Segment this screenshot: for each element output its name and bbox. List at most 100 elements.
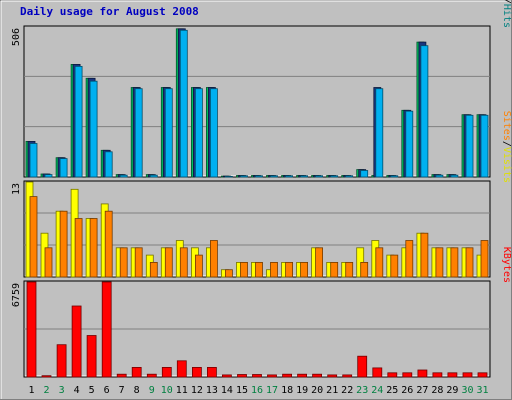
bar-pages-day-28 — [435, 174, 444, 178]
bar-kbytes-day-6 — [101, 281, 112, 378]
bar-pages-day-4 — [74, 66, 83, 178]
bar-pages-day-31 — [480, 114, 489, 178]
x-tick-label: 15 — [236, 385, 248, 396]
bar-sites-day-1 — [29, 196, 38, 278]
x-tick-label: 16 — [251, 385, 263, 396]
x-tick-label: 6 — [104, 385, 110, 396]
legend-entry: Sites — [501, 111, 512, 141]
bar-kbytes-day-25 — [387, 372, 398, 378]
panel-legend: Pages/Files/Hits — [501, 0, 512, 28]
bar-pages-day-22 — [345, 175, 354, 178]
x-tick-label: 25 — [386, 385, 398, 396]
legend-entry: Visits — [501, 147, 512, 183]
bar-sites-day-29 — [450, 247, 459, 278]
bar-sites-day-23 — [360, 261, 369, 278]
x-tick-label: 31 — [476, 385, 488, 396]
y-max-label: 13 — [11, 183, 22, 195]
bar-pages-day-26 — [405, 110, 414, 178]
bar-sites-day-6 — [104, 210, 113, 278]
legend-entry: KBytes — [501, 247, 512, 283]
bar-kbytes-day-10 — [161, 366, 172, 378]
bar-sites-day-2 — [44, 247, 53, 278]
legend-entry: / — [501, 0, 512, 4]
x-tick-label: 7 — [119, 385, 125, 396]
bar-sites-day-9 — [149, 261, 158, 278]
x-tick-label: 18 — [281, 385, 293, 396]
y-max-label: 6759 — [11, 283, 22, 307]
bar-pages-day-16 — [255, 175, 263, 178]
bar-sites-day-15 — [240, 261, 248, 278]
chart-panels: 506Pages/Files/Hits13Sites/Visits6759KBy… — [11, 0, 512, 378]
bar-pages-day-10 — [164, 88, 173, 178]
bar-sites-day-17 — [270, 261, 278, 278]
bar-kbytes-day-19 — [297, 373, 308, 378]
bar-kbytes-day-20 — [312, 373, 323, 378]
bar-pages-day-9 — [149, 174, 158, 178]
x-tick-label: 10 — [161, 385, 173, 396]
bar-sites-day-16 — [255, 261, 263, 278]
bar-kbytes-day-18 — [282, 373, 293, 378]
panel-legend: Sites/Visits — [501, 111, 512, 183]
bar-kbytes-day-23 — [357, 355, 368, 378]
x-tick-label: 29 — [446, 385, 458, 396]
bar-pages-day-7 — [119, 174, 128, 178]
x-tick-label: 2 — [43, 385, 49, 396]
bar-pages-day-12 — [194, 88, 203, 178]
bar-pages-day-14 — [224, 175, 233, 178]
bar-pages-day-21 — [330, 175, 339, 178]
bar-sites-day-5 — [89, 218, 98, 278]
bar-sites-day-14 — [224, 269, 233, 278]
bar-kbytes-day-14 — [221, 374, 232, 378]
bar-kbytes-day-4 — [71, 305, 82, 378]
bar-sites-day-8 — [134, 247, 143, 278]
panel-visits: 13 Sites/Visits — [11, 111, 512, 278]
chart-title: Daily usage for August 2008 — [20, 5, 199, 18]
y-max-label: 506 — [11, 28, 22, 46]
bar-kbytes-day-29 — [447, 372, 458, 378]
bar-kbytes-day-5 — [86, 335, 97, 378]
bar-pages-day-11 — [179, 29, 188, 178]
x-tick-label: 5 — [89, 385, 95, 396]
bar-sites-day-4 — [74, 218, 83, 278]
x-tick-label: 20 — [311, 385, 323, 396]
bar-pages-day-8 — [134, 88, 143, 178]
bar-pages-day-3 — [59, 158, 68, 178]
x-tick-label: 30 — [461, 385, 473, 396]
bar-sites-day-28 — [435, 247, 444, 278]
x-tick-label: 9 — [149, 385, 155, 396]
x-tick-label: 14 — [221, 385, 233, 396]
bar-pages-day-30 — [465, 114, 474, 178]
bar-kbytes-day-27 — [417, 369, 428, 378]
bar-pages-day-6 — [104, 151, 113, 178]
bar-kbytes-day-16 — [252, 374, 262, 378]
bar-pages-day-15 — [240, 175, 248, 178]
x-tick-label: 23 — [356, 385, 368, 396]
legend-entry: Hits — [501, 4, 512, 28]
legend-entry: / — [501, 141, 512, 147]
bar-sites-day-13 — [209, 240, 218, 278]
bar-kbytes-day-22 — [342, 374, 353, 378]
bar-sites-day-20 — [315, 247, 324, 278]
bar-kbytes-day-7 — [116, 373, 127, 378]
bar-kbytes-day-30 — [462, 372, 473, 378]
bar-sites-day-11 — [179, 247, 188, 278]
bar-pages-day-5 — [89, 80, 98, 178]
bar-pages-day-20 — [315, 175, 324, 178]
bar-pages-day-2 — [44, 174, 53, 178]
x-tick-label: 11 — [176, 385, 188, 396]
bar-pages-day-19 — [300, 175, 309, 178]
bar-sites-day-26 — [405, 240, 414, 278]
bar-sites-day-24 — [375, 247, 384, 278]
bar-sites-day-21 — [330, 261, 339, 278]
x-tick-label: 13 — [206, 385, 218, 396]
bar-pages-day-13 — [209, 88, 218, 178]
bar-kbytes-day-8 — [131, 366, 142, 378]
panel-kbytes: 6759 KBytes — [11, 247, 512, 378]
bar-sites-day-25 — [390, 254, 399, 278]
bar-sites-day-19 — [300, 261, 309, 278]
bar-kbytes-day-21 — [327, 374, 338, 378]
x-tick-label: 1 — [28, 385, 34, 396]
bar-kbytes-day-13 — [206, 366, 217, 378]
x-tick-label: 8 — [134, 385, 140, 396]
